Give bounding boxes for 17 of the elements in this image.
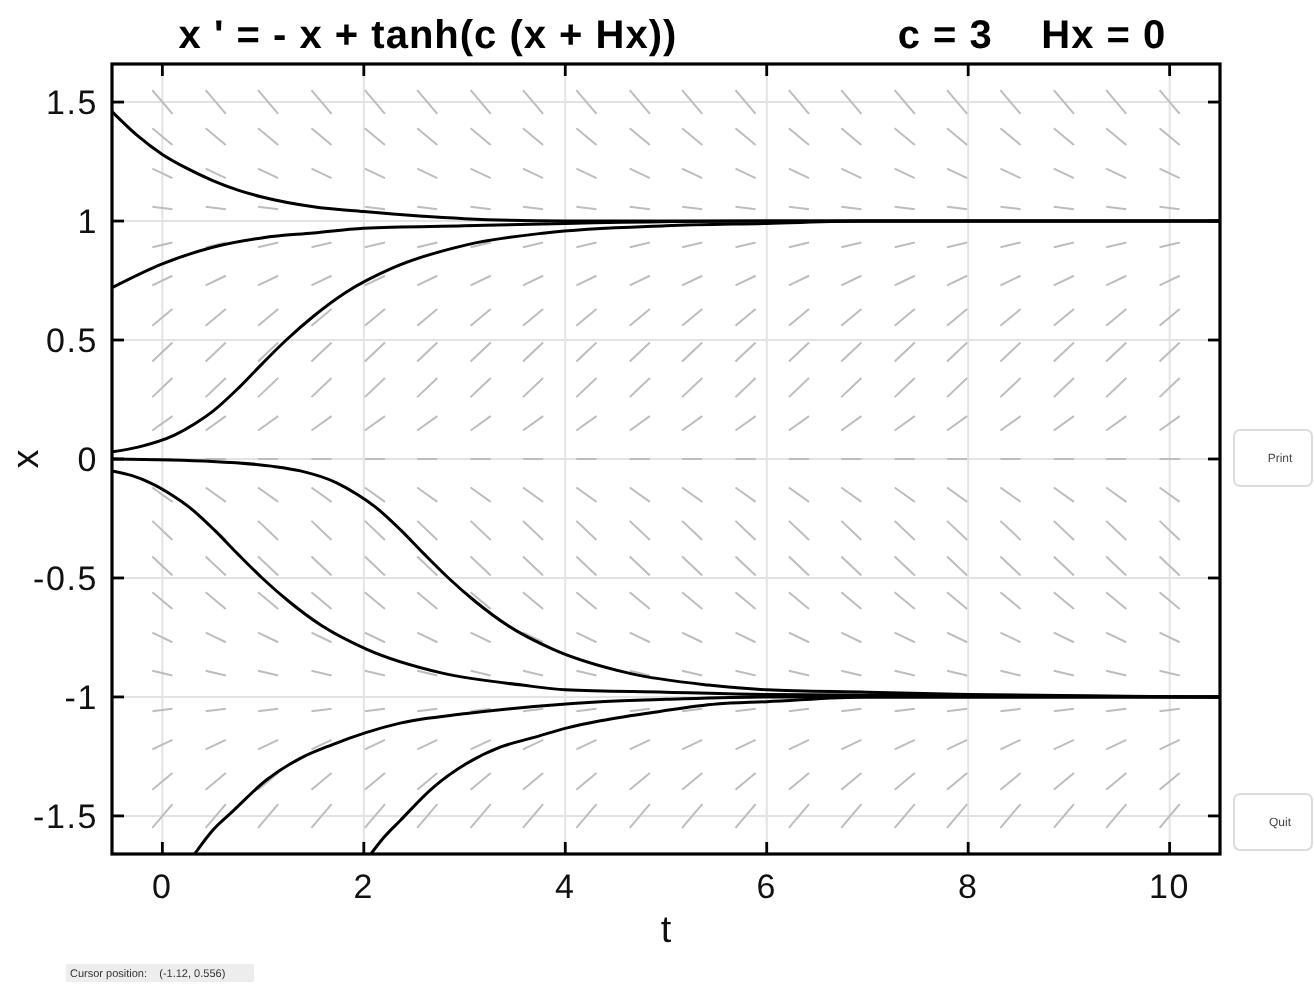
- x-tick-label: 6: [756, 868, 777, 906]
- y-tick-label: -1: [64, 678, 98, 717]
- x-tick-label: 0: [152, 868, 173, 906]
- y-axis-title: x: [6, 448, 48, 469]
- x-tick-label: 10: [1149, 868, 1191, 906]
- chart-subtitle: c = 3 Hx = 0: [897, 14, 1167, 58]
- y-tick-label: -1.5: [33, 797, 98, 836]
- x-axis-title: t: [660, 910, 673, 952]
- y-tick-label: 0.5: [45, 322, 98, 361]
- x-tick-label: 2: [353, 868, 375, 906]
- y-tick-label: 0: [77, 441, 98, 479]
- y-tick-label: 1.5: [45, 84, 98, 123]
- x-tick-label: 8: [957, 868, 979, 906]
- y-tick-label: 1: [77, 203, 98, 242]
- y-tick-label: -0.5: [33, 559, 98, 598]
- chart-title: x ' = - x + tanh(c (x + Hx)): [178, 14, 678, 58]
- x-tick-label: 4: [555, 868, 576, 906]
